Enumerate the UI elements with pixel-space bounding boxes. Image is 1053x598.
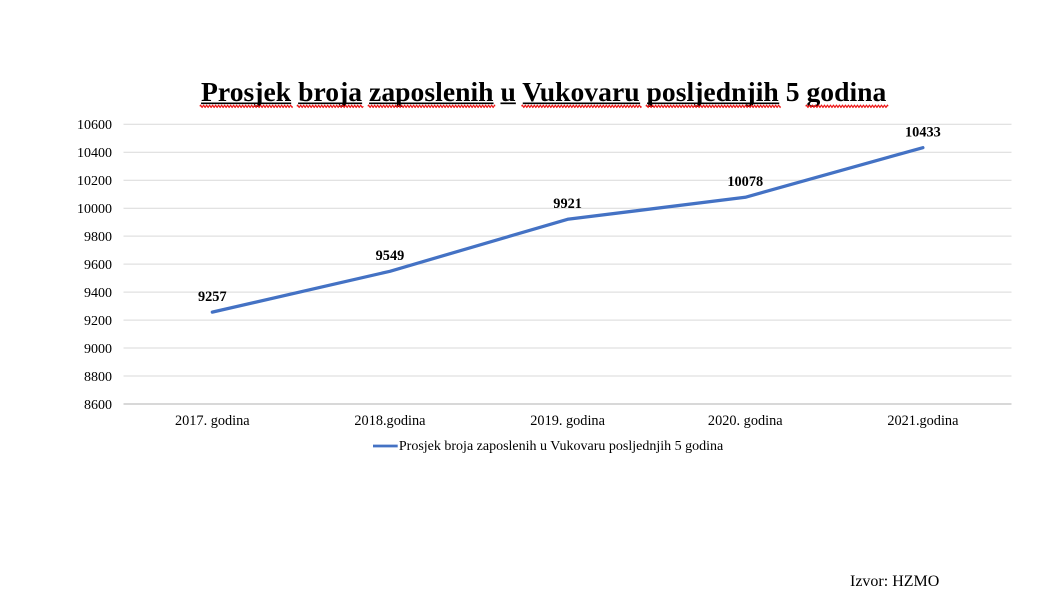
svg-text:9800: 9800 bbox=[84, 230, 112, 245]
svg-text:2021.godina: 2021.godina bbox=[887, 413, 959, 429]
svg-text:2020. godina: 2020. godina bbox=[708, 413, 783, 429]
svg-text:9257: 9257 bbox=[198, 289, 227, 305]
svg-text:2019. godina: 2019. godina bbox=[530, 413, 605, 429]
svg-text:8600: 8600 bbox=[84, 398, 112, 413]
svg-text:10433: 10433 bbox=[905, 124, 941, 140]
svg-text:9400: 9400 bbox=[84, 286, 112, 301]
svg-text:10400: 10400 bbox=[77, 146, 112, 161]
svg-text:9600: 9600 bbox=[84, 258, 112, 273]
svg-text:10600: 10600 bbox=[77, 118, 112, 133]
svg-text:2018.godina: 2018.godina bbox=[354, 413, 426, 429]
svg-text:9549: 9549 bbox=[376, 248, 405, 264]
svg-text:Izvor: HZMO: Izvor: HZMO bbox=[850, 573, 939, 590]
svg-text:10000: 10000 bbox=[77, 202, 112, 217]
svg-text:2017. godina: 2017. godina bbox=[175, 413, 250, 429]
svg-text:9000: 9000 bbox=[84, 342, 112, 357]
svg-text:9200: 9200 bbox=[84, 314, 112, 329]
svg-text:10200: 10200 bbox=[77, 174, 112, 189]
svg-text:10078: 10078 bbox=[727, 174, 763, 190]
svg-text:8800: 8800 bbox=[84, 370, 112, 385]
svg-text:9921: 9921 bbox=[553, 196, 582, 212]
svg-text:Prosjek broja zaposlenih u Vuk: Prosjek broja zaposlenih u Vukovaru posl… bbox=[201, 76, 887, 107]
svg-text:Prosjek broja zaposlenih u Vuk: Prosjek broja zaposlenih u Vukovaru posl… bbox=[399, 439, 724, 454]
